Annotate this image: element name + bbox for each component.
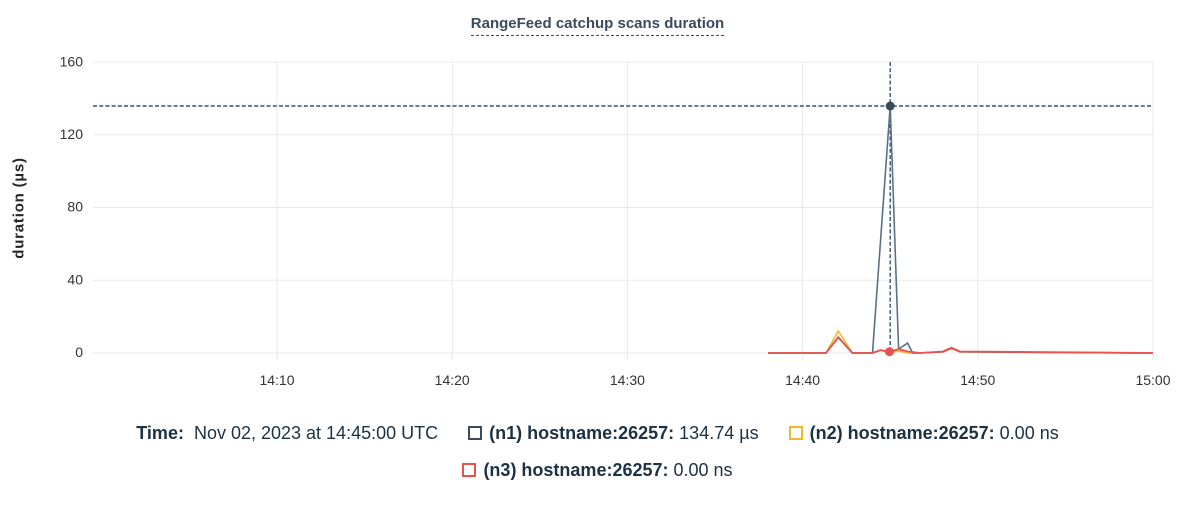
svg-text:14:20: 14:20 — [435, 372, 470, 388]
svg-text:14:10: 14:10 — [259, 372, 294, 388]
svg-text:80: 80 — [67, 199, 83, 215]
svg-text:14:30: 14:30 — [610, 372, 645, 388]
svg-text:40: 40 — [67, 272, 83, 288]
svg-text:15:00: 15:00 — [1135, 372, 1170, 388]
svg-text:14:50: 14:50 — [960, 372, 995, 388]
svg-text:160: 160 — [60, 54, 84, 70]
svg-text:120: 120 — [60, 126, 84, 142]
svg-text:0: 0 — [75, 344, 83, 360]
svg-text:14:40: 14:40 — [785, 372, 820, 388]
